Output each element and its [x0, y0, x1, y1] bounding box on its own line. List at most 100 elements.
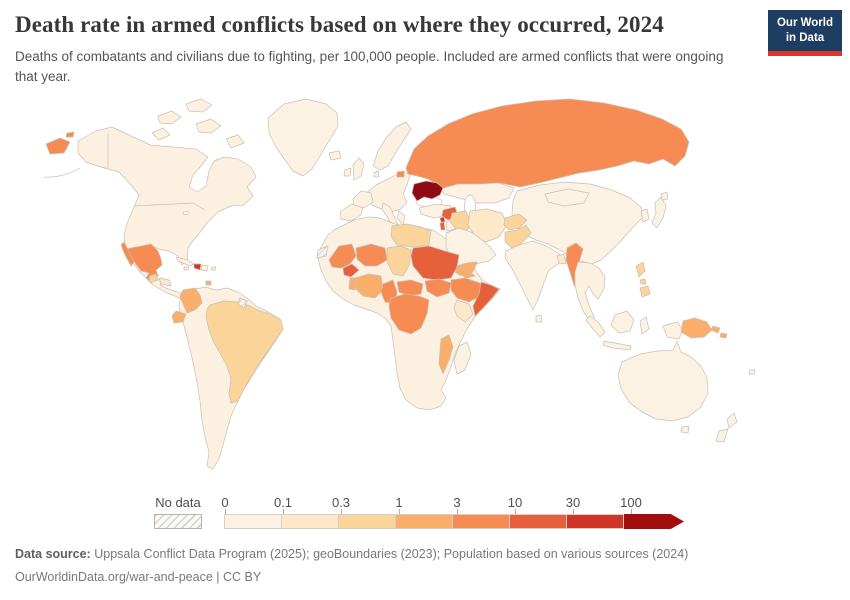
country-burkina-faso[interactable]: [342, 263, 360, 278]
country-jamaica[interactable]: [183, 266, 190, 271]
country-libya[interactable]: [390, 223, 432, 248]
country-nigeria[interactable]: [354, 273, 384, 299]
country-eritrea[interactable]: [456, 265, 476, 279]
country-united-kingdom[interactable]: [352, 157, 365, 181]
footer-sources-line: Data source: Uppsala Conflict Data Progr…: [15, 543, 688, 566]
legend-bin-10–30[interactable]: [509, 514, 567, 529]
region-balkans-greece[interactable]: [396, 210, 406, 226]
country-iran[interactable]: [467, 208, 508, 243]
country-pakistan[interactable]: [504, 224, 532, 250]
country-mongolia[interactable]: [544, 188, 590, 207]
country-lebanon[interactable]: [439, 216, 446, 223]
footer-license-line: OurWorldinData.org/war-and-peace | CC BY: [15, 566, 688, 589]
country-dominican-republic[interactable]: [200, 264, 209, 272]
legend-tick-label: 10: [507, 495, 523, 510]
country-afghanistan[interactable]: [503, 213, 528, 231]
legend-tick-mark: [573, 509, 574, 514]
legend-tick-label: 100: [620, 495, 642, 510]
legend-tick-label: 3: [453, 495, 461, 510]
country-puerto-rico[interactable]: [210, 266, 217, 271]
country-new-zealand[interactable]: [715, 412, 738, 443]
legend-no-data[interactable]: No data: [154, 495, 202, 529]
country-indonesia[interactable]: [585, 310, 684, 351]
country-mozambique[interactable]: [438, 334, 454, 375]
footer-license-link[interactable]: CC BY: [223, 569, 262, 584]
legend-no-data-swatch[interactable]: [154, 514, 202, 529]
legend-bar[interactable]: [224, 514, 705, 529]
country-india[interactable]: [504, 240, 566, 311]
legend-tick-mark: [399, 509, 400, 514]
country-south-sudan[interactable]: [424, 278, 452, 298]
country-benin-togo[interactable]: [348, 277, 356, 291]
country-papua-new-guinea[interactable]: [680, 317, 721, 339]
region-iberia[interactable]: [339, 203, 364, 222]
legend-bin-30–100[interactable]: [566, 514, 624, 529]
legend-tick-label: 0: [221, 495, 229, 510]
country-greenland[interactable]: [267, 98, 339, 177]
country-solomon-islands[interactable]: [719, 332, 728, 339]
country-ukraine[interactable]: [411, 180, 444, 202]
country-philippines[interactable]: [635, 261, 651, 298]
country-mali[interactable]: [328, 243, 357, 269]
legend-tick-mark: [283, 509, 284, 514]
country-madagascar[interactable]: [453, 341, 472, 375]
landmass-europe[interactable]: [364, 170, 411, 213]
country-kazakhstan[interactable]: [439, 182, 515, 204]
country-mexico[interactable]: [120, 241, 163, 283]
country-sri-lanka[interactable]: [535, 314, 543, 323]
country-brazil[interactable]: [205, 300, 284, 404]
region-denmark[interactable]: [373, 170, 380, 178]
country-somalia[interactable]: [472, 281, 500, 317]
country-ecuador[interactable]: [171, 310, 187, 324]
footer-sources-text: Uppsala Conflict Data Program (2025); ge…: [94, 547, 689, 561]
country-bangladesh[interactable]: [556, 253, 567, 265]
legend-bin-0–0.1[interactable]: [224, 514, 282, 529]
country-western-sahara[interactable]: [316, 245, 329, 259]
country-kenya[interactable]: [453, 299, 474, 323]
country-colombia[interactable]: [179, 287, 203, 314]
legend: 0 0.1 0.3 1 3 10 30 100: [221, 495, 705, 529]
country-korea[interactable]: [640, 208, 650, 223]
country-drc[interactable]: [388, 293, 430, 335]
legend-bin-0.3–1[interactable]: [338, 514, 396, 529]
footer-sources-label: Data source:: [15, 547, 91, 561]
region-southeast-asia[interactable]: [574, 261, 606, 322]
country-niger[interactable]: [355, 243, 388, 267]
great-lakes: [182, 211, 190, 215]
region-france[interactable]: [352, 190, 374, 209]
arctic-islands: [151, 98, 245, 149]
chart-header: Death rate in armed conflicts based on w…: [15, 12, 755, 88]
country-guatemala[interactable]: [148, 273, 159, 284]
country-australia[interactable]: [617, 340, 709, 434]
country-sudan[interactable]: [410, 245, 460, 281]
country-israel[interactable]: [439, 221, 446, 231]
country-iceland[interactable]: [328, 150, 342, 161]
country-central-african-republic[interactable]: [396, 279, 424, 297]
footer-separator: |: [216, 569, 220, 584]
country-chad[interactable]: [386, 245, 412, 277]
country-honduras[interactable]: [158, 277, 172, 287]
owid-logo[interactable]: Our World in Data: [768, 10, 842, 56]
landmass-north-america[interactable]: [77, 126, 257, 301]
legend-ticks: 0 0.1 0.3 1 3 10 30 100: [221, 495, 705, 514]
country-haiti[interactable]: [193, 263, 202, 271]
country-trinidad[interactable]: [205, 280, 212, 286]
owid-logo-text: Our World in Data: [768, 10, 842, 51]
country-cuba[interactable]: [175, 256, 195, 267]
owid-logo-red-bar: [768, 50, 842, 56]
country-french-guiana[interactable]: [237, 297, 248, 309]
legend-bin-100+[interactable]: [624, 514, 684, 529]
legend-bin-1–3[interactable]: [395, 514, 453, 529]
country-fiji[interactable]: [748, 369, 756, 375]
legend-tick-mark: [341, 509, 342, 514]
legend-bin-0.1–0.3[interactable]: [281, 514, 339, 529]
footer-link[interactable]: OurWorldinData.org/war-and-peace: [15, 569, 213, 584]
country-russia[interactable]: [45, 98, 690, 191]
region-scandinavia[interactable]: [372, 121, 412, 171]
country-japan[interactable]: [651, 191, 669, 229]
legend-tick-label: 0.3: [331, 495, 351, 510]
legend-bin-3–10[interactable]: [452, 514, 510, 529]
country-ireland[interactable]: [343, 167, 352, 177]
